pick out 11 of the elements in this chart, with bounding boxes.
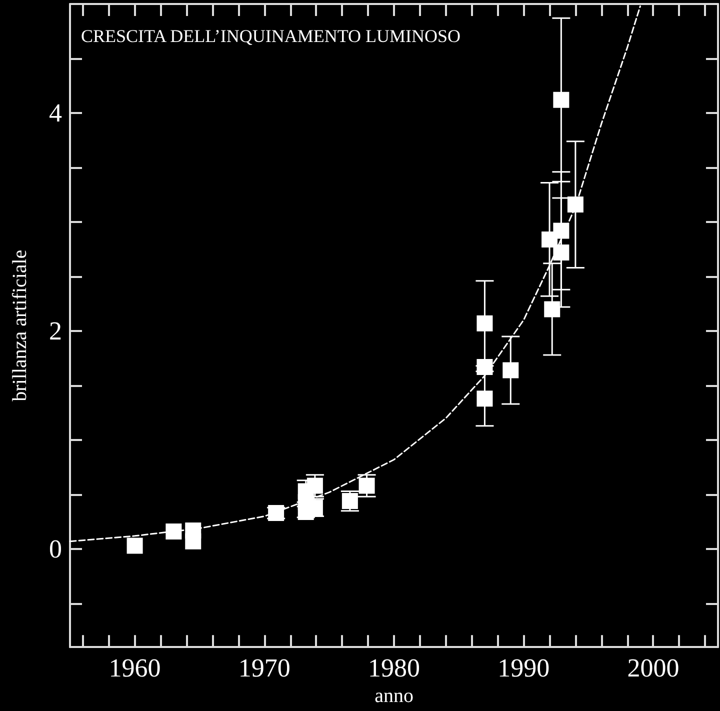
- y-tick-label: 4: [49, 98, 62, 128]
- y-tick-label: 2: [49, 316, 62, 346]
- x-tick-label: 1980: [368, 654, 420, 683]
- x-tick-label: 1990: [498, 654, 550, 683]
- x-axis-title: anno: [374, 685, 414, 707]
- text: CRESCITA DELL’INQUINAMENTO LUMINOSO: [81, 26, 461, 46]
- x-tick-label: 1970: [238, 654, 290, 683]
- x-tick-label: 1960: [108, 654, 161, 683]
- x-tick-label: 2000: [627, 654, 680, 683]
- y-axis-title: brillanza artificiale: [9, 250, 31, 402]
- y-tick-label: 0: [49, 534, 62, 564]
